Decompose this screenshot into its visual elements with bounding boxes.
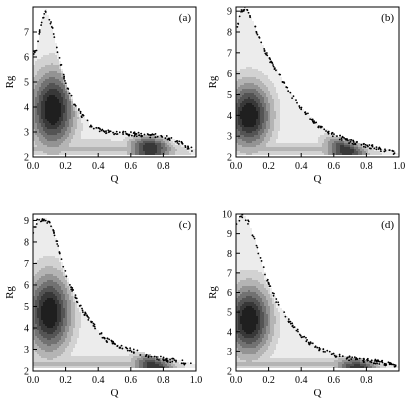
scatter-fringe: [33, 10, 193, 152]
panel-label: (c): [179, 219, 192, 231]
y-tick-label: 5: [24, 302, 29, 313]
y-tick-label: 6: [24, 53, 29, 64]
x-tick-label: 0.6: [328, 375, 341, 386]
y-tick-label: 8: [24, 237, 29, 248]
x-tick-label: 0.4: [295, 161, 308, 172]
y-tick-label: 4: [227, 327, 232, 338]
y-axis-label: Rg: [4, 286, 16, 299]
x-tick-label: 0.6: [125, 161, 138, 172]
x-tick-label: 0.2: [262, 161, 275, 172]
panel-2: 0.0 0.2 0.4 0.6 0.8 1.0 2 3 4 5 6 7 8 9 Q Rg (b): [207, 6, 405, 185]
x-axis-label: Q: [111, 173, 119, 185]
y-tick-label: 8: [227, 28, 232, 39]
scatter-fringe: [236, 7, 396, 156]
y-axis-label: Rg: [207, 75, 219, 88]
y-tick-label: 8: [227, 249, 232, 260]
y-tick-label: 9: [227, 7, 232, 18]
plot-frame: [235, 6, 400, 158]
x-tick-label: 0.8: [360, 375, 373, 386]
x-tick-label: 0.0: [27, 375, 40, 386]
x-tick-label: 0.4: [295, 375, 308, 386]
panel-1: 0.0 0.2 0.4 0.6 0.8 2 3 4 5 6 7 Q Rg (a): [4, 6, 197, 185]
x-axis-label: Q: [314, 387, 322, 399]
x-tick-label: 0.2: [59, 375, 72, 386]
density-contours: [33, 218, 196, 368]
y-tick-label: 4: [24, 323, 29, 334]
y-tick-label: 5: [227, 90, 232, 101]
x-tick-label: 0.0: [27, 161, 40, 172]
y-tick-label: 3: [24, 345, 29, 356]
panel-label: (d): [381, 219, 394, 231]
plot-frame: [32, 213, 197, 372]
y-tick-label: 3: [24, 128, 29, 139]
y-tick-label: 2: [24, 153, 29, 164]
x-tick-label: 1.0: [190, 375, 203, 386]
density-contours: [236, 7, 399, 155]
x-tick-label: 0.0: [230, 375, 243, 386]
y-tick-label: 6: [227, 288, 232, 299]
density-contours: [236, 214, 399, 368]
y-tick-label: 2: [227, 153, 232, 164]
y-tick-label: 9: [24, 216, 29, 227]
y-tick-label: 10: [222, 210, 232, 221]
panel-3: 0.0 0.2 0.4 0.6 0.8 1.0 2 3 4 5 6 7 8 9 Q Rg (c): [4, 213, 203, 399]
x-tick-label: 0.2: [262, 375, 275, 386]
y-axis-label: Rg: [4, 75, 16, 88]
y-tick-label: 4: [24, 103, 29, 114]
x-tick-label: 1.0: [393, 161, 406, 172]
x-tick-label: 0.6: [328, 161, 341, 172]
y-tick-label: 2: [227, 367, 232, 378]
y-tick-label: 5: [24, 78, 29, 89]
y-tick-label: 7: [227, 268, 232, 279]
y-tick-label: 6: [227, 69, 232, 80]
y-tick-label: 3: [227, 132, 232, 143]
x-tick-label: 0.0: [230, 161, 243, 172]
y-tick-label: 2: [24, 367, 29, 378]
y-tick-label: 6: [24, 280, 29, 291]
x-tick-label: 0.4: [92, 161, 105, 172]
x-tick-label: 0.8: [157, 161, 170, 172]
x-tick-label: 0.8: [157, 375, 170, 386]
y-tick-label: 7: [24, 28, 29, 39]
y-tick-label: 9: [227, 229, 232, 240]
x-tick-label: 0.8: [360, 161, 373, 172]
y-tick-label: 3: [227, 347, 232, 358]
x-tick-label: 0.2: [59, 161, 72, 172]
x-axis-label: Q: [314, 173, 322, 185]
y-tick-label: 4: [227, 111, 232, 122]
panel-label: (a): [179, 12, 192, 24]
scatter-fringe: [236, 214, 397, 368]
y-axis-label: Rg: [207, 286, 219, 299]
x-tick-label: 0.4: [92, 375, 105, 386]
panel-label: (b): [381, 12, 394, 24]
panel-4: 0.0 0.2 0.4 0.6 0.8 2 3 4 5 6 7 8 9 10 Q Rg (d): [207, 210, 400, 399]
y-tick-label: 5: [227, 308, 232, 319]
y-tick-label: 7: [227, 48, 232, 59]
x-axis-label: Q: [111, 387, 119, 399]
y-tick-label: 7: [24, 259, 29, 270]
x-tick-label: 0.6: [125, 375, 138, 386]
scatter-fringe: [33, 218, 192, 366]
